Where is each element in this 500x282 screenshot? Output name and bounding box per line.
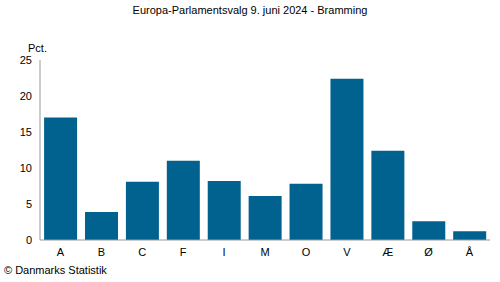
svg-text:0: 0 — [26, 234, 32, 246]
svg-text:10: 10 — [20, 162, 32, 174]
svg-text:Æ: Æ — [382, 246, 393, 258]
html-text:© Danmarks Statistik: © Danmarks Statistik — [4, 264, 107, 276]
html-text:Pct.: Pct. — [28, 42, 47, 54]
svg-text:V: V — [343, 246, 351, 258]
svg-text:B: B — [98, 246, 105, 258]
svg-text:A: A — [57, 246, 65, 258]
svg-text:O: O — [302, 246, 311, 258]
svg-text:Å: Å — [466, 246, 474, 258]
html-text:Europa-Parlamentsvalg 9. juni: Europa-Parlamentsvalg 9. juni 2024 - Bra… — [132, 4, 368, 16]
svg-text:5: 5 — [26, 198, 32, 210]
svg-text:M: M — [260, 246, 269, 258]
svg-text:20: 20 — [20, 90, 32, 102]
svg-text:25: 25 — [20, 54, 32, 66]
svg-text:C: C — [138, 246, 146, 258]
svg-text:Ø: Ø — [424, 246, 433, 258]
svg-text:F: F — [180, 246, 187, 258]
svg-text:I: I — [223, 246, 226, 258]
svg-text:15: 15 — [20, 126, 32, 138]
